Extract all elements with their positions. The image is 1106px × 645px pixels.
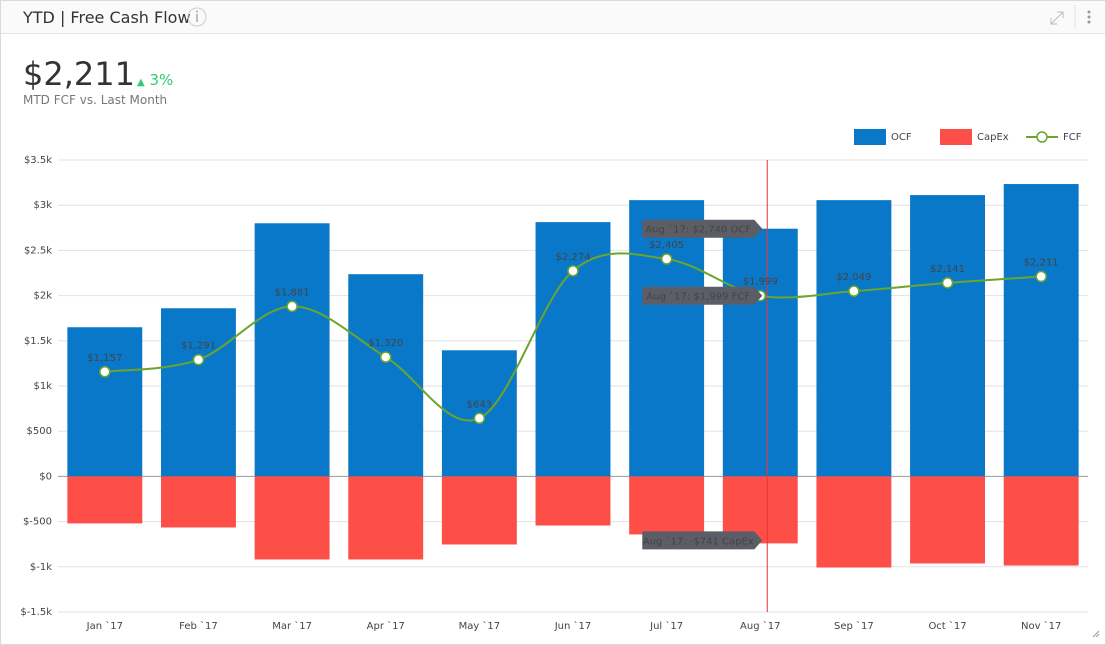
tooltip bbox=[642, 219, 763, 238]
bar bbox=[535, 476, 611, 526]
x-tick-label: Apr `17 bbox=[367, 620, 405, 632]
x-tick-label: Jan `17 bbox=[86, 620, 123, 632]
x-tick-label: Mar `17 bbox=[272, 620, 312, 632]
bar bbox=[441, 476, 517, 545]
data-label: $643 bbox=[467, 399, 492, 410]
data-label: $2,211 bbox=[1024, 258, 1059, 269]
y-tick-label: $-1k bbox=[30, 562, 52, 573]
info-icon[interactable] bbox=[187, 7, 207, 27]
data-label: $1,881 bbox=[275, 287, 310, 298]
bar bbox=[254, 223, 330, 477]
x-tick-label: May `17 bbox=[459, 620, 501, 632]
point bbox=[286, 300, 298, 313]
point bbox=[473, 412, 486, 425]
point bbox=[848, 285, 860, 297]
x-tick-label: Sep `17 bbox=[834, 620, 874, 632]
point bbox=[660, 253, 673, 265]
kpi-change-value: 3% bbox=[149, 71, 174, 89]
legend-swatch-point bbox=[1036, 131, 1048, 143]
data-label: $2,405 bbox=[649, 240, 684, 251]
y-tick-label: $1.5k bbox=[24, 336, 52, 347]
bar bbox=[629, 200, 705, 477]
legend: OCF CapEx FCF bbox=[854, 129, 1082, 145]
data-label: $2,049 bbox=[836, 272, 871, 283]
x-tick-label: Aug `17 bbox=[740, 620, 780, 632]
data-label: $2,141 bbox=[930, 264, 965, 275]
line bbox=[104, 252, 1042, 422]
x-tick-label: Feb `17 bbox=[179, 620, 218, 632]
data-label: $2,274 bbox=[556, 252, 591, 263]
bar bbox=[722, 228, 798, 477]
point bbox=[1035, 270, 1047, 283]
widget-header: YTD | Free Cash Flow bbox=[1, 1, 1105, 34]
bar bbox=[348, 274, 424, 477]
tooltip bbox=[642, 531, 763, 550]
point bbox=[192, 353, 205, 366]
bar bbox=[629, 476, 705, 535]
bar bbox=[535, 222, 611, 477]
info-icon-dot bbox=[196, 10, 198, 13]
kpi-value: $2,211 bbox=[23, 55, 135, 93]
legend-label: OCF bbox=[891, 132, 912, 143]
kpi-change: ▲ 3% bbox=[137, 71, 173, 89]
legend-label: FCF bbox=[1063, 132, 1082, 143]
data-label: $1,999 bbox=[743, 277, 778, 288]
widget-title: YTD | Free Cash Flow bbox=[23, 8, 191, 27]
tooltip bbox=[642, 286, 763, 305]
point bbox=[379, 351, 392, 363]
kpi-subtitle: MTD FCF vs. Last Month bbox=[23, 93, 168, 107]
y-tick-label: $-1.5k bbox=[20, 607, 52, 618]
point bbox=[99, 366, 111, 378]
data-label: $1,157 bbox=[87, 353, 122, 364]
x-tick-label: Nov `17 bbox=[1021, 620, 1061, 632]
bar bbox=[816, 476, 892, 568]
y-tick-label: $500 bbox=[27, 426, 52, 437]
x-tick-label: Jun `17 bbox=[554, 620, 592, 632]
expand-icon[interactable] bbox=[1050, 11, 1064, 25]
y-tick-label: $-500 bbox=[23, 517, 52, 528]
y-tick-label: $2.5k bbox=[24, 245, 52, 256]
y-tick-label: $0 bbox=[39, 471, 52, 482]
legend-label: CapEx bbox=[977, 132, 1009, 143]
up-arrow: ▲ bbox=[137, 77, 145, 88]
y-tick-label: $3.5k bbox=[24, 155, 52, 166]
bar bbox=[1003, 476, 1079, 566]
point bbox=[941, 277, 954, 289]
tooltip-text: Aug `17: $1,999 FCF bbox=[646, 291, 750, 303]
x-tick-label: Jul `17 bbox=[649, 620, 683, 632]
y-tick-label: $1k bbox=[33, 381, 52, 392]
bar bbox=[254, 476, 330, 560]
legend-swatch bbox=[940, 129, 972, 145]
point bbox=[567, 265, 579, 277]
bar bbox=[67, 327, 143, 477]
bar bbox=[910, 476, 985, 564]
data-label: $1,291 bbox=[181, 341, 216, 352]
bar bbox=[161, 476, 236, 528]
x-tick-label: Oct `17 bbox=[928, 620, 966, 632]
bar bbox=[1003, 184, 1079, 477]
bar bbox=[161, 308, 236, 477]
data-label: $1,320 bbox=[368, 338, 403, 349]
tooltip-text: Aug `17: $2,740 OCF bbox=[645, 224, 751, 236]
menu-icon[interactable] bbox=[1087, 10, 1091, 24]
tooltip-text: Aug `17: -$741 CapEx bbox=[643, 535, 754, 547]
y-tick-label: $3k bbox=[33, 200, 52, 211]
resize-handle bbox=[1092, 630, 1100, 638]
y-tick-label: $2k bbox=[33, 291, 52, 302]
bar bbox=[910, 195, 985, 477]
bar bbox=[348, 476, 424, 560]
legend-swatch bbox=[854, 129, 886, 145]
bar bbox=[67, 476, 143, 524]
bar bbox=[816, 200, 892, 477]
